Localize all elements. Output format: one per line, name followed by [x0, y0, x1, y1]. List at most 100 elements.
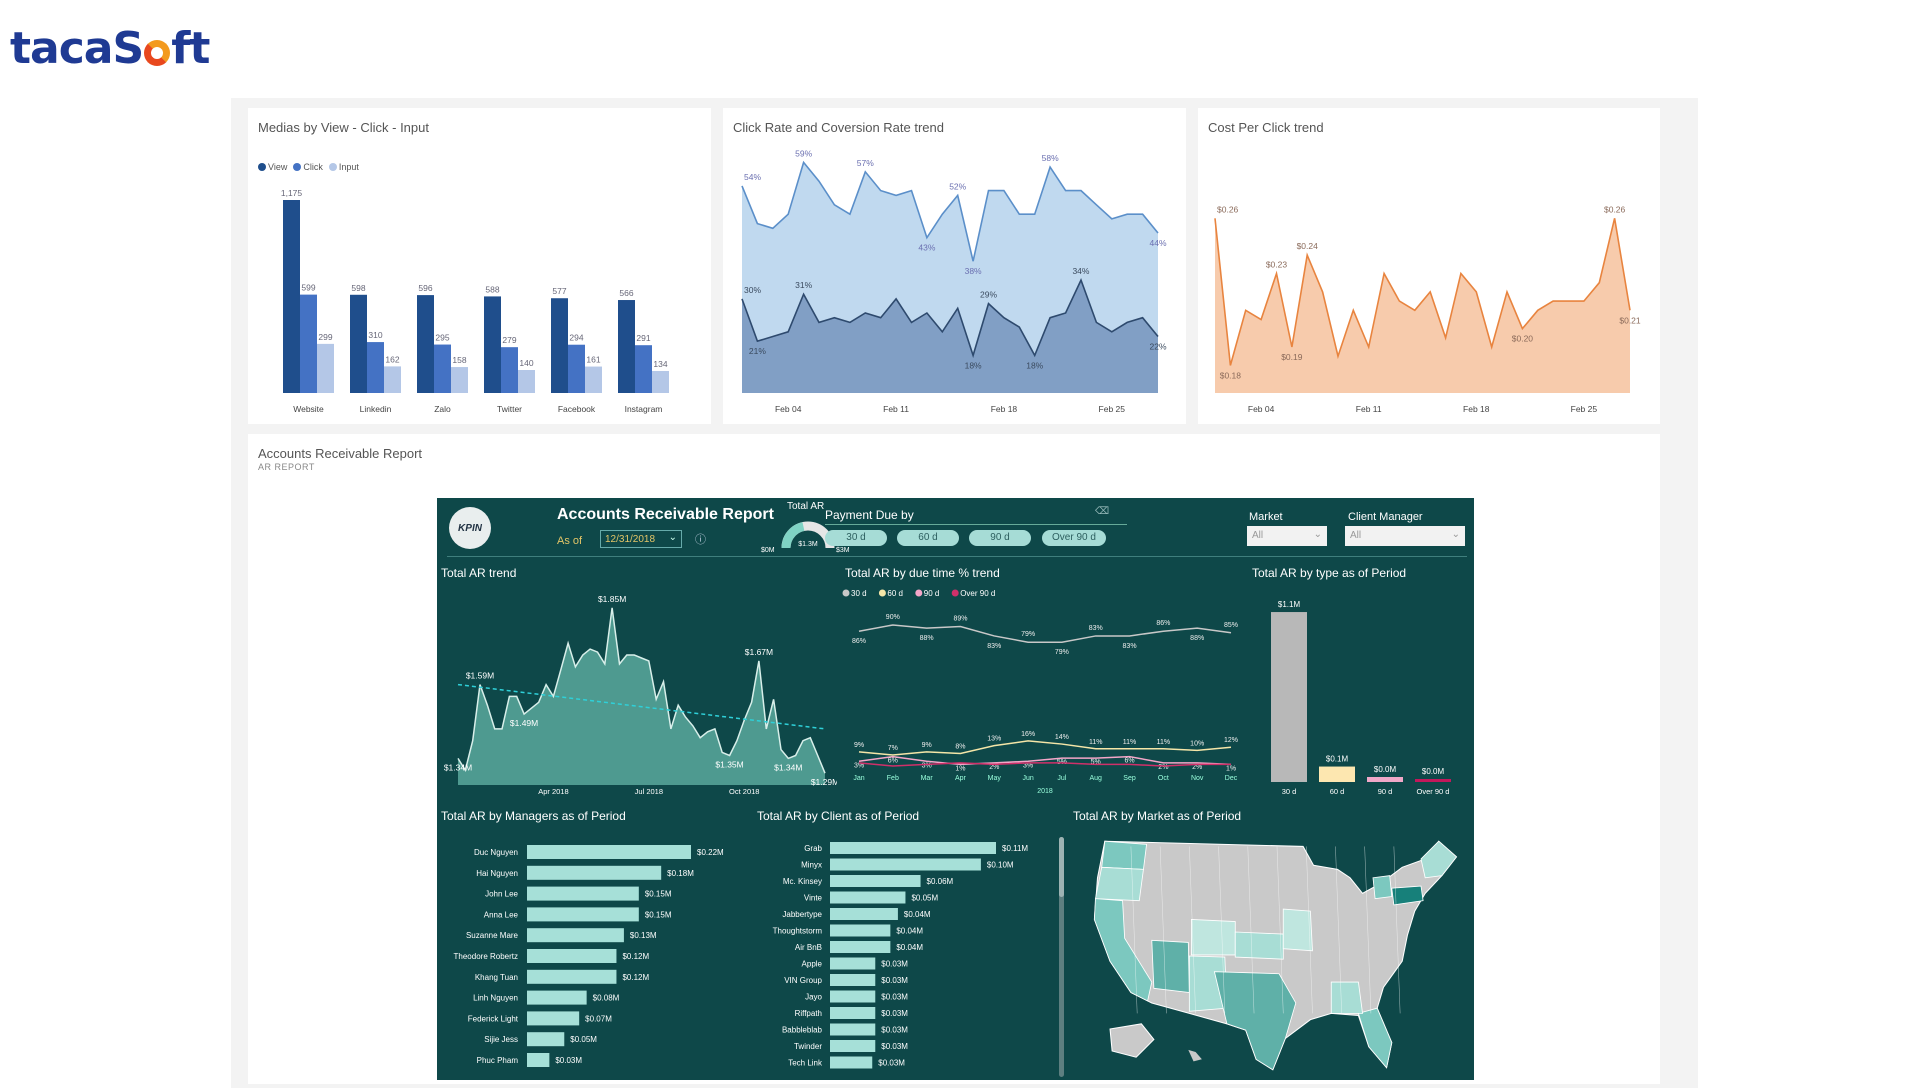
category-label: Mc. Kinsey: [783, 877, 822, 886]
bar: [830, 1040, 876, 1052]
x-tick-label: Feb 11: [883, 404, 909, 414]
market-dropdown[interactable]: All ⌄: [1247, 526, 1327, 546]
data-label: $1.35M: [715, 759, 743, 769]
x-tick-label: Feb 11: [1356, 404, 1382, 414]
legend-label: View: [268, 162, 288, 172]
category-label: Minyx: [801, 861, 822, 870]
legend-dot: [878, 589, 886, 597]
legend-item[interactable]: Input: [328, 162, 359, 172]
payment-due-30d-button[interactable]: 30 d: [825, 530, 887, 546]
chart-title: Medias by View - Click - Input: [258, 120, 429, 135]
cpc-area-chart: $0.26 $0.18 $0.23 $0.19 $0.24 $0.20 $0.26 $0.21…: [1214, 204, 1641, 414]
state-michigan: [1372, 875, 1393, 900]
state-border: [1130, 846, 1138, 1014]
us-market-map[interactable]: [1087, 836, 1467, 1076]
data-label: 3%: [922, 762, 932, 769]
category-label: Twinder: [794, 1042, 822, 1051]
data-label: 86%: [852, 638, 866, 645]
bar: [1271, 612, 1307, 782]
bar: [527, 865, 662, 880]
data-label: 158: [452, 355, 466, 365]
section-title: Total AR by Client as of Period: [757, 809, 920, 823]
bar: [350, 294, 367, 393]
bar: [568, 344, 585, 393]
category-label: Phuc Pham: [477, 1056, 519, 1065]
bar: [830, 941, 891, 953]
payment-due-over-90d-button[interactable]: Over 90 d: [1042, 530, 1106, 546]
total-ar-trend-chart: $1.34M $1.59M $1.49M $1.85M $1.67M $1.35M $1.3…: [444, 594, 837, 796]
as-of-date-picker[interactable]: 12/31/2018 ⌄: [600, 530, 682, 548]
bar: [652, 370, 669, 393]
bar: [484, 296, 501, 393]
data-label: 86%: [1156, 620, 1170, 627]
bar: [283, 200, 300, 393]
data-label: 59%: [795, 148, 812, 158]
data-label: $0.03M: [881, 993, 908, 1002]
data-label: 18%: [965, 360, 982, 370]
state-border: [1364, 846, 1372, 1014]
data-label: 161: [586, 355, 600, 365]
x-tick-label: Website: [293, 404, 324, 414]
x-tick-label: Jul: [1057, 775, 1066, 782]
data-label: 3%: [1023, 762, 1033, 769]
data-label: 18%: [1026, 360, 1043, 370]
data-label: 88%: [920, 635, 934, 642]
bar: [384, 366, 401, 393]
bar: [300, 294, 317, 393]
state-washington: [1101, 840, 1148, 870]
logo-text: tacaS: [10, 23, 144, 74]
data-label: 90%: [886, 614, 900, 621]
legend-dot: [293, 163, 302, 171]
bar: [1415, 779, 1451, 782]
data-label: $0.23: [1266, 259, 1288, 269]
data-label: 31%: [795, 280, 812, 290]
x-tick-label: Apr 2018: [538, 787, 568, 796]
bar: [830, 924, 891, 937]
chart-title: Click Rate and Coversion Rate trend: [733, 120, 944, 135]
data-label: $0.12M: [622, 973, 649, 982]
payment-due-90d-button[interactable]: 90 d: [969, 530, 1031, 546]
data-label: 11%: [1089, 739, 1103, 746]
x-tick-label: Nov: [1191, 775, 1204, 782]
payment-due-60d-button[interactable]: 60 d: [897, 530, 959, 546]
category-label: Anna Lee: [484, 910, 519, 919]
header-divider: [447, 556, 1467, 557]
legend-dot: [328, 163, 337, 171]
bar: [527, 990, 587, 1005]
legend-dot: [915, 589, 923, 597]
state-border: [1393, 846, 1401, 1014]
bar: [317, 343, 334, 393]
eraser-icon[interactable]: ⌫: [1095, 506, 1110, 517]
info-icon[interactable]: ⓘ: [695, 534, 706, 546]
category-label: Thoughtstorm: [773, 927, 823, 936]
series-line: [741, 278, 1159, 359]
x-tick-label: Sep: [1123, 775, 1136, 782]
x-tick-label: Oct 2018: [729, 787, 759, 796]
x-tick-label: Feb 25: [1099, 404, 1126, 414]
bar: [830, 1023, 876, 1036]
data-label: $1.49M: [510, 718, 538, 728]
x-tick-label: 30 d: [1282, 787, 1297, 796]
data-label: $0.0M: [1374, 765, 1397, 774]
bar: [527, 907, 639, 922]
category-label: Hai Nguyen: [476, 869, 518, 878]
medias-chart-card: Medias by View - Click - Input View Click…: [248, 108, 711, 424]
data-label: 3%: [854, 762, 864, 769]
x-tick-label: Feb: [887, 775, 899, 782]
legend-item[interactable]: View: [258, 162, 287, 172]
x-tick-label: Jul 2018: [635, 787, 663, 796]
bar: [830, 858, 981, 871]
state-florida: [1357, 1007, 1393, 1069]
client-list-scrollbar[interactable]: [1059, 837, 1064, 1077]
data-label: 30%: [744, 285, 761, 295]
state-border: [1335, 846, 1342, 1014]
data-label: 6%: [1124, 758, 1134, 765]
ar-by-type-chart: $1.1M 30 d $0.1M 60 d $0.0M 90 d $0.0M Over 90 …: [1271, 600, 1451, 796]
data-label: $1.59M: [466, 671, 494, 681]
client-manager-dropdown[interactable]: All ⌄: [1345, 526, 1465, 546]
data-label: 85%: [1224, 622, 1238, 629]
legend-item[interactable]: Click: [293, 162, 323, 172]
x-tick-label: Feb 18: [1463, 404, 1490, 414]
scrollbar-thumb[interactable]: [1059, 837, 1064, 897]
bar: [830, 974, 876, 986]
